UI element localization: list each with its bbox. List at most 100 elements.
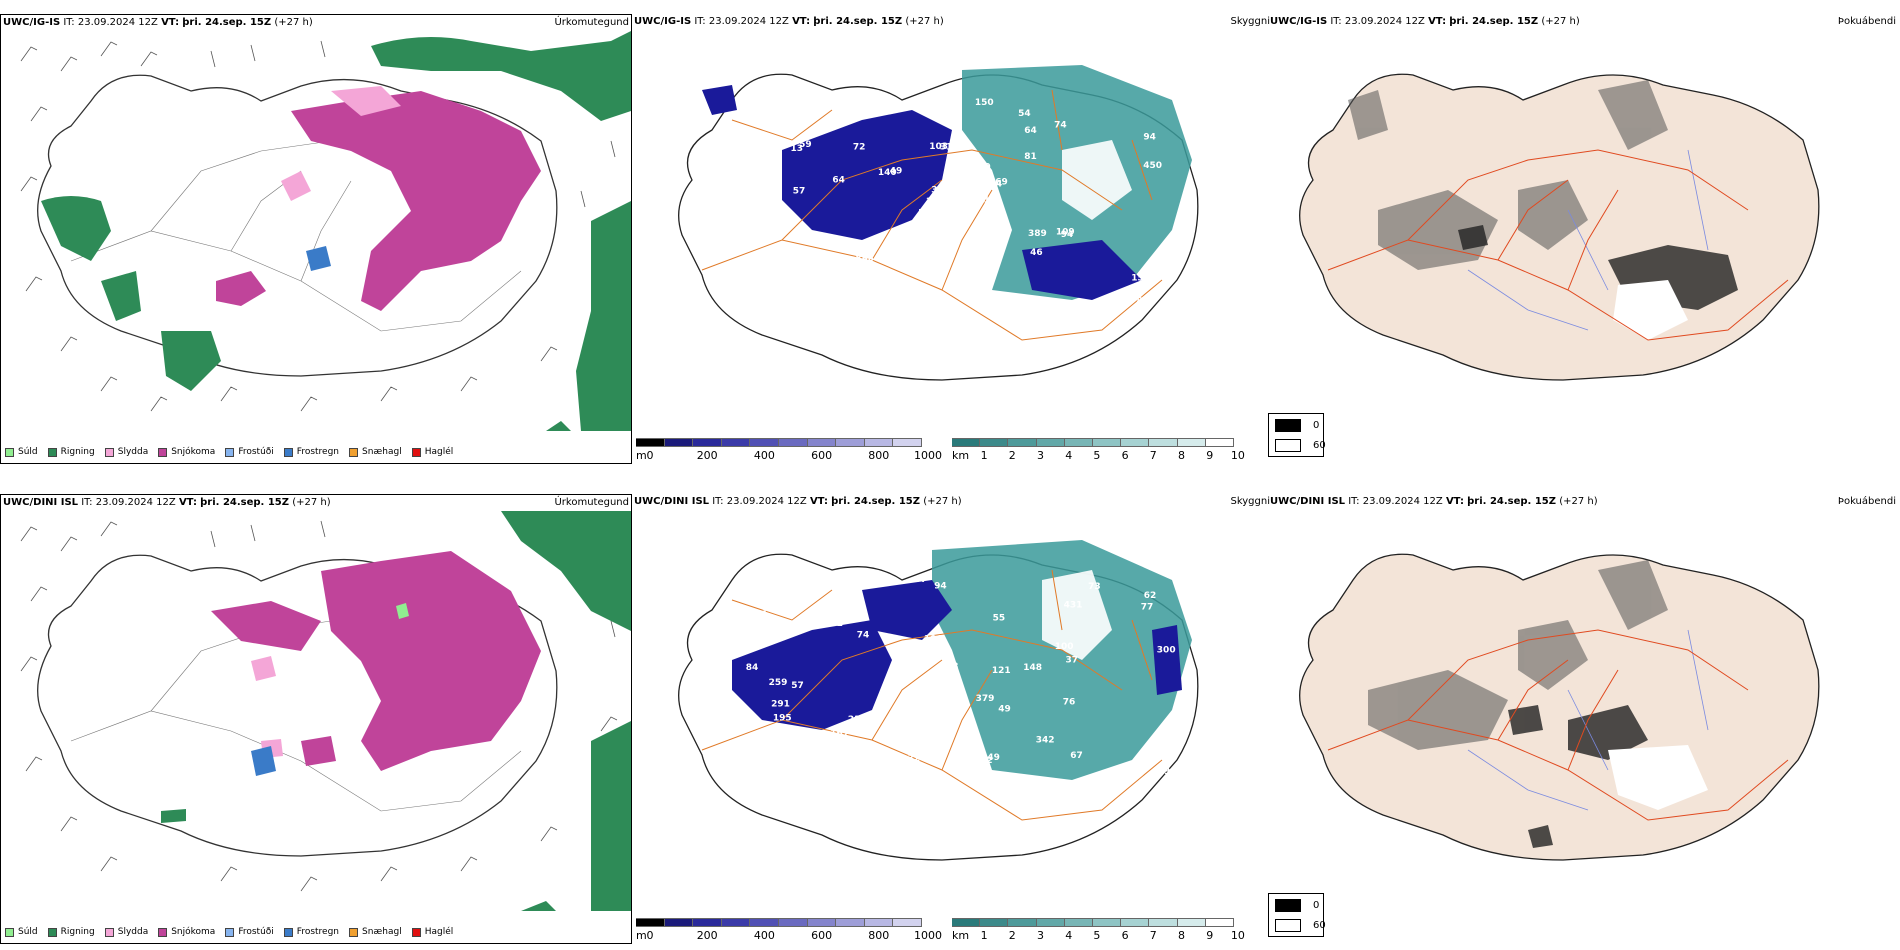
colorbar-tick-label: 1	[980, 929, 988, 942]
visibility-value-label: 150	[975, 98, 994, 108]
colorbar-segment	[1093, 438, 1122, 447]
visibility-value-label: 103	[929, 142, 948, 152]
visibility-value-label: 247	[933, 705, 952, 715]
colorbar-tick-label: 8	[1178, 929, 1185, 942]
colorbar-segment	[1036, 438, 1065, 447]
visibility-value-label: 54	[990, 179, 1003, 189]
visibility-value-label: 219	[926, 269, 945, 279]
legend-swatch	[5, 447, 14, 457]
colorbar-segment	[952, 438, 981, 447]
colorbar-segment	[664, 438, 694, 447]
panel-title: UWC/IG-IS IT: 23.09.2024 12Z VT: þri. 24…	[1270, 16, 1580, 27]
visibility-value-label: 249	[981, 753, 1000, 763]
visibility-value-label: 109	[1056, 228, 1075, 238]
colorbar-segment	[1177, 918, 1206, 927]
legend-swatch	[225, 927, 235, 937]
visibility-value-label: 41	[842, 279, 855, 289]
visibility-value-label: 148	[1023, 663, 1042, 673]
visibility-value-label: 76	[1063, 698, 1076, 708]
colorbar-unit: km	[952, 449, 970, 462]
colorbar-segment	[693, 438, 722, 447]
visibility-value-label: 39	[877, 759, 890, 769]
cloud-legend-2: 0 60	[1268, 893, 1326, 937]
visibility-value-label: 930	[1103, 296, 1122, 306]
freezing-rain-areas	[306, 246, 331, 271]
visibility-value-label: 46	[1030, 248, 1043, 258]
legend-item-sleet: Slydda	[104, 927, 148, 937]
height-colorbar: m 0 200 400 600 800 1000	[636, 438, 942, 464]
precip-legend: Súld Rigning Slydda Snjókoma Frostúði Fr…	[5, 447, 463, 457]
visibility-value-label: 259	[769, 678, 788, 688]
colorbar-tick-label: 10	[1230, 929, 1245, 942]
visibility-value-label: 59	[799, 140, 812, 150]
visibility-value-label: 83	[946, 662, 959, 672]
visibility-value-label: 50	[918, 209, 931, 219]
visibility-value-label: 89	[856, 254, 869, 264]
sleet-areas	[281, 86, 401, 201]
legend-swatch	[225, 447, 235, 457]
panel-type-label: Þokuábendi	[1837, 496, 1896, 507]
visibility-value-label: 17	[816, 104, 829, 114]
visibility-value-label: 62	[1071, 783, 1084, 793]
visibility-value-label: 236	[848, 715, 867, 725]
precip-legend: Súld Rigning Slydda Snjókoma Frostúði Fr…	[5, 927, 463, 937]
visibility-value-label: 07	[915, 575, 928, 585]
visibility-value-label: 81	[1024, 152, 1037, 162]
visibility-value-label: 342	[1036, 736, 1055, 746]
visibility-map: 65 13 80 56 54 88 54 53 64 51 17 82 57 94 50 81 48 103 130…	[678, 65, 1199, 381]
colorbar-segment	[1064, 918, 1093, 927]
legend-item-hail: Haglél	[411, 927, 453, 937]
colorbar-segment	[1177, 438, 1206, 447]
visibility-value-label: 63	[935, 665, 948, 675]
colorbar-tick-label: 400	[753, 929, 775, 942]
visibility-value-label: 431	[1064, 600, 1083, 610]
colorbar-segment	[1205, 438, 1234, 447]
legend-swatch	[283, 447, 293, 457]
colorbar-tick-label: 7	[1149, 449, 1157, 462]
visibility-value-label: 639	[923, 725, 942, 735]
colorbar-tick-label: 5	[1093, 929, 1101, 942]
colorbar-tick-label: 800	[868, 449, 890, 462]
legend-item-rain: Rigning	[47, 927, 95, 937]
colorbar-segment	[750, 918, 779, 927]
panel-title: UWC/DINI ISL IT: 23.09.2024 12Z VT: þri.…	[634, 496, 962, 507]
visibility-value-label: 300	[1157, 645, 1176, 655]
visibility-value-label: 64	[1024, 126, 1037, 136]
legend-item-freezing-drizzle: Frostúði	[225, 927, 274, 937]
visibility-value-label: 62	[1144, 591, 1157, 601]
colorbar-segment	[864, 918, 894, 927]
visibility-value-label: 237	[931, 112, 950, 122]
colorbar-tick-label: 3	[1037, 449, 1044, 462]
visibility-value-label: 100	[775, 288, 794, 298]
legend-swatch	[47, 927, 57, 937]
visibility-value-label: 166	[745, 169, 764, 179]
visibility-value-label: 51	[755, 610, 768, 620]
visibility-map: 84 94 100 62 51 55 57 55 106 73 83 76 07 411 542 167 249…	[678, 540, 1199, 861]
colorbar-segment	[893, 438, 922, 447]
legend-swatch	[411, 447, 421, 457]
visibility-value-label: 411	[756, 615, 775, 625]
visibility-value-label: 54	[1018, 109, 1031, 119]
visibility-value-label: 13	[791, 144, 804, 154]
row-2: UWC/DINI ISL IT: 23.09.2024 12Z VT: þri.…	[0, 479, 1900, 950]
precip-map	[20, 511, 631, 911]
legend-swatch	[349, 447, 359, 457]
colorbar-tick-label: 400	[753, 449, 775, 462]
visibility-value-label: 41	[804, 772, 817, 782]
cloud-legend-item: 60	[1275, 919, 1326, 932]
colorbar-tick-label: 3	[1037, 929, 1044, 942]
height-colorbar: m 0 200 400 600 800 1000	[636, 918, 942, 944]
visibility-value-label: 94	[934, 581, 947, 591]
fog-map	[1299, 73, 1820, 381]
colorbar-tick-label: 1000	[914, 449, 942, 462]
visibility-value-label: 74	[1054, 121, 1067, 131]
cloud-legend-item: 60	[1275, 439, 1326, 452]
model-name: UWC/DINI ISL	[3, 497, 79, 508]
fog-map	[1299, 553, 1820, 861]
snow-areas	[216, 91, 541, 311]
visibility-value-label: 121	[992, 666, 1011, 676]
colorbar-segment	[1008, 918, 1037, 927]
colorbar-tick-label: 2	[1008, 449, 1016, 462]
colorbar-segment	[807, 438, 837, 447]
colorbar-tick-label: 4	[1065, 449, 1073, 462]
